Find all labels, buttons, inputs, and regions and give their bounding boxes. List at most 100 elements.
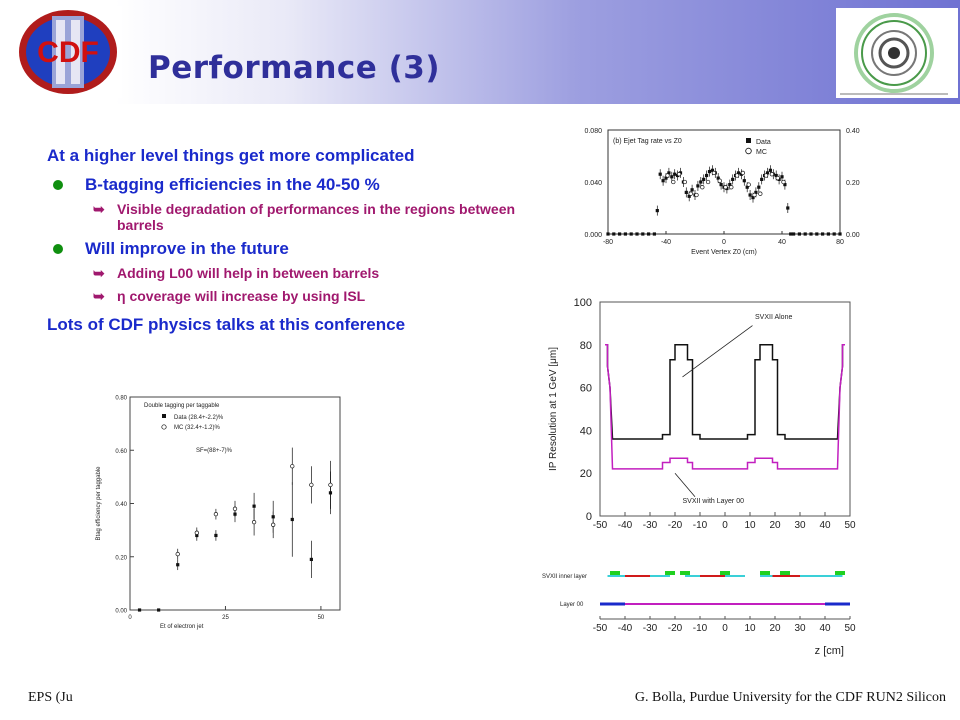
arrow-icon: ➥ bbox=[93, 265, 105, 281]
ip-resolution-chart: 0 20 40 60 80 100 -50 -40 -30 -20 -10 0 10 20 30 40 50 IP… bbox=[548, 297, 856, 531]
data-point bbox=[667, 171, 671, 175]
mc-point bbox=[729, 185, 734, 190]
sub-bullet-degradation-text: Visible degradation of performances in t… bbox=[117, 201, 516, 233]
z-tick-label: 50 bbox=[844, 623, 856, 634]
svxii-layer00-line bbox=[605, 344, 845, 470]
data-point bbox=[745, 185, 749, 189]
data-point bbox=[748, 193, 752, 197]
data-point bbox=[647, 232, 651, 236]
data-point bbox=[623, 232, 627, 236]
x-tick-label: -80 bbox=[603, 239, 613, 246]
y-tick-label: 0.080 bbox=[584, 128, 602, 135]
data-point bbox=[742, 179, 746, 183]
x-tick-label: 10 bbox=[744, 520, 756, 531]
data-point bbox=[710, 168, 714, 172]
bullet-btag: B-tagging efficiencies in the 40-50 % bbox=[47, 175, 517, 195]
data-point bbox=[826, 232, 830, 236]
plot-frame bbox=[607, 129, 841, 235]
data-point bbox=[684, 190, 688, 194]
x-tick-label: -30 bbox=[643, 520, 658, 531]
data-point bbox=[707, 170, 712, 174]
data-point bbox=[736, 171, 741, 175]
data-point bbox=[728, 183, 732, 187]
mc-point bbox=[717, 178, 722, 183]
data-point bbox=[658, 172, 662, 176]
mc-point bbox=[271, 522, 276, 527]
data-point bbox=[821, 232, 825, 236]
y-tick-label: 40 bbox=[580, 425, 592, 437]
annotation-label: SVXII with Layer 00 bbox=[683, 498, 745, 505]
data-point bbox=[664, 176, 668, 180]
y-tick-label: 20 bbox=[580, 468, 592, 480]
y-tick-label: 0.80 bbox=[115, 396, 127, 402]
footer-right: G. Bolla, Purdue University for the CDF … bbox=[634, 690, 946, 705]
mc-point bbox=[290, 464, 295, 469]
annotation-label: SVXII Alone bbox=[755, 314, 792, 321]
data-point bbox=[661, 179, 665, 183]
mc-point bbox=[734, 173, 740, 178]
data-point bbox=[690, 188, 694, 192]
sub-bullet-l00: ➥ Adding L00 will help in between barrels bbox=[93, 265, 517, 282]
x-tick-label: -20 bbox=[668, 520, 683, 531]
data-point bbox=[612, 232, 616, 236]
x-tick-label: 0 bbox=[722, 520, 728, 531]
x-tick-label: 25 bbox=[222, 615, 229, 621]
x-tick-label: -40 bbox=[618, 520, 633, 531]
y-tick-label: 0.040 bbox=[584, 180, 602, 187]
data-point bbox=[635, 232, 639, 236]
y-tick-label: 100 bbox=[574, 297, 592, 309]
mc-point bbox=[213, 511, 219, 517]
mc-point bbox=[694, 192, 699, 198]
inner-layer-chip bbox=[760, 571, 770, 575]
data-point bbox=[774, 173, 778, 178]
eta-symbol: η bbox=[117, 288, 126, 304]
mc-point bbox=[752, 192, 757, 198]
legend-mc-marker bbox=[745, 147, 752, 155]
y-tick-label: 0.20 bbox=[115, 555, 127, 561]
z-tick-label: -50 bbox=[593, 623, 608, 634]
mc-point bbox=[251, 519, 257, 525]
data-point bbox=[768, 168, 772, 172]
data-point bbox=[252, 504, 256, 508]
mc-point bbox=[723, 185, 728, 190]
mc-point bbox=[194, 530, 199, 535]
data-point bbox=[765, 171, 770, 175]
data-point bbox=[606, 232, 610, 236]
x-tick-label: 0 bbox=[128, 615, 132, 621]
mc-point bbox=[705, 179, 711, 185]
data-point bbox=[629, 232, 633, 236]
data-point bbox=[699, 180, 703, 184]
bullet-improve: Will improve in the future bbox=[47, 239, 517, 259]
x-tick-label: 80 bbox=[836, 239, 844, 246]
btag-efficiency-chart: 0.00 0.20 0.40 0.60 0.80 0 25 50 Et of electron … bbox=[96, 396, 341, 630]
y-tick-label: 0.40 bbox=[115, 502, 127, 508]
z-tick-label: 10 bbox=[744, 623, 756, 634]
mc-point bbox=[763, 173, 769, 178]
mc-point bbox=[671, 179, 676, 185]
cdf-logo: CDF bbox=[14, 6, 122, 98]
data-point bbox=[783, 183, 787, 187]
y-tick-label: 0.000 bbox=[584, 232, 602, 239]
mc-point bbox=[746, 182, 751, 187]
x-tick-label: -50 bbox=[593, 520, 608, 531]
data-point bbox=[809, 232, 813, 236]
sub-bullet-isl: ➥ η coverage will increase by using ISL bbox=[93, 288, 517, 305]
z-tick-label: -40 bbox=[618, 623, 633, 634]
data-point bbox=[137, 608, 142, 612]
data-point bbox=[815, 232, 819, 236]
data-point bbox=[751, 196, 755, 200]
data-point bbox=[157, 608, 161, 612]
legend-label: MC (32.4+-1.2)% bbox=[174, 425, 221, 431]
mc-point bbox=[328, 482, 333, 488]
footer-left: EPS (Ju bbox=[28, 690, 73, 705]
x-tick-label: 40 bbox=[778, 239, 786, 246]
legend-label: Data (28.4+-2.2)% bbox=[174, 415, 224, 421]
legend-label: Data bbox=[756, 139, 771, 146]
data-point bbox=[687, 194, 691, 198]
y-tick-label: 80 bbox=[580, 340, 592, 352]
y-tick-label: 0.00 bbox=[115, 609, 127, 615]
z-tick-label: -10 bbox=[693, 623, 708, 634]
data-point bbox=[716, 176, 720, 180]
sub-bullet-degradation: ➥ Visible degradation of performances in … bbox=[93, 201, 517, 233]
intro-text: At a higher level things get more compli… bbox=[47, 146, 415, 165]
